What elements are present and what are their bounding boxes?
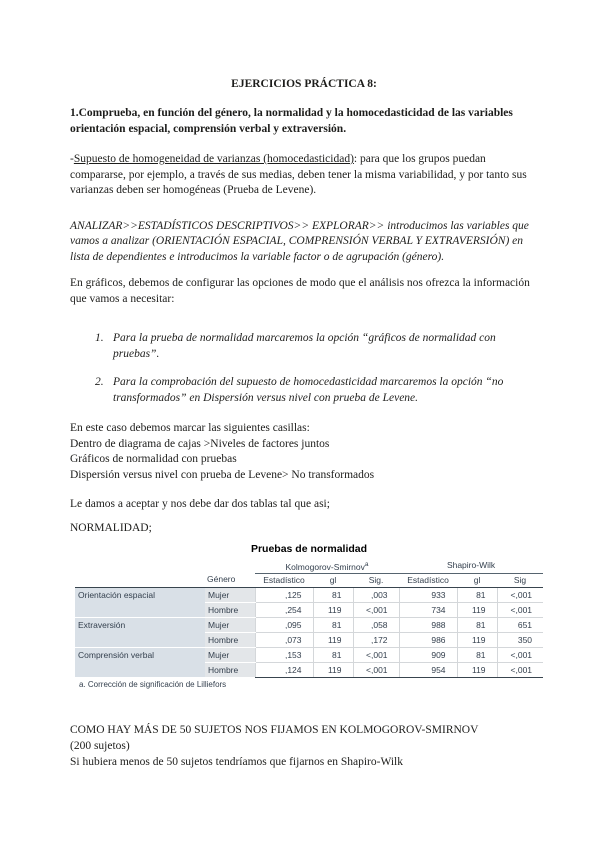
col-header-sig-sw: Sig	[497, 573, 544, 588]
variable-label: Extraversión	[75, 617, 205, 648]
ks-sig-cell: <,001	[352, 602, 400, 618]
variable-label: Comprensión verbal	[75, 647, 205, 678]
genero-cell: Mujer	[205, 587, 255, 603]
sw-sig-cell: 350	[496, 632, 544, 648]
ks-sig-cell: <,001	[352, 647, 400, 663]
ks-sig-cell: ,003	[352, 587, 400, 603]
sw-gl-cell: 81	[456, 647, 498, 663]
checkbox-step-line: Dispersión versus nivel con prueba de Le…	[70, 468, 375, 481]
analizar-instructions: ANALIZAR>>ESTADÍSTICOS DESCRIPTIVOS>> EX…	[70, 219, 529, 263]
variable-label: Orientación espacial	[75, 587, 205, 618]
ks-gl-cell: 81	[312, 617, 353, 633]
page-title: EJERCICIOS PRÁCTICA 8:	[231, 78, 377, 90]
ks-gl-cell: 119	[312, 602, 353, 618]
sw-gl-cell: 81	[456, 617, 498, 633]
genero-cell: Mujer	[205, 647, 255, 663]
table-row: Hombre ,073 119 ,172 986 119 350	[75, 632, 544, 648]
sw-gl-cell: 119	[456, 602, 498, 618]
table-row: Hombre ,124 119 <,001 954 119 <,001	[75, 662, 544, 678]
ks-stat-cell: ,125	[254, 587, 313, 603]
col-header-estadistico-sw: Estadístico	[399, 573, 458, 588]
ks-gl-cell: 119	[312, 662, 353, 678]
col-header-gl-sw: gl	[457, 573, 498, 588]
checkbox-step-line: Gráficos de normalidad con pruebas	[70, 453, 237, 465]
ks-sig-cell: ,172	[352, 632, 400, 648]
table-title: Pruebas de normalidad	[250, 543, 368, 555]
genero-cell: Hombre	[205, 662, 255, 678]
ks-sig-cell: <,001	[352, 662, 400, 678]
genero-cell: Hombre	[205, 602, 255, 618]
sw-sig-cell: <,001	[496, 647, 544, 663]
list-item-number: 2.	[95, 376, 104, 388]
col-header-estadistico-ks: Estadístico	[255, 573, 313, 588]
ks-stat-cell: ,124	[254, 662, 313, 678]
ks-stat-cell: ,073	[254, 632, 313, 648]
col-header-sig-ks: Sig.	[353, 573, 400, 588]
spss-normality-table: Pruebas de normalidad Kolmogorov-Smirnov…	[75, 543, 544, 689]
list-item-text: Para la comprobación del supuesto de hom…	[113, 376, 504, 404]
sw-sig-cell: <,001	[496, 662, 544, 678]
conclusion-line: Si hubiera menos de 50 sujetos tendríamo…	[70, 755, 403, 768]
genero-cell: Hombre	[205, 632, 255, 648]
homoced-dash: -	[70, 153, 74, 165]
col-header-genero: Género	[205, 573, 255, 588]
homoced-underlined-term: Supuesto de homogeneidad de varianzas (h…	[73, 153, 354, 165]
sw-gl-cell: 81	[456, 587, 498, 603]
list-item: 2. Para la comprobación del supuesto de …	[70, 375, 538, 406]
table-row: Orientación espacial Mujer ,125 81 ,003 …	[75, 587, 544, 618]
homoscedasticity-paragraph: -Supuesto de homogeneidad de varianzas (…	[70, 152, 538, 199]
list-item-number: 1.	[95, 332, 104, 344]
ks-gl-cell: 119	[312, 632, 353, 648]
list-item-text: Para la prueba de normalidad marcaremos …	[113, 332, 496, 360]
shapiro-wilk-header: Shapiro-Wilk	[399, 559, 544, 574]
ks-stat-cell: ,153	[254, 647, 313, 663]
table-footnote: a. Corrección de significación de Lillie…	[79, 679, 227, 689]
sw-sig-cell: 651	[496, 617, 544, 633]
ks-gl-cell: 81	[312, 647, 353, 663]
sw-gl-cell: 119	[456, 662, 498, 678]
ks-sig-cell: ,058	[352, 617, 400, 633]
kolmogorov-smirnov-header: Kolmogorov-Smirnova	[255, 559, 400, 574]
list-item: 1. Para la prueba de normalidad marcarem…	[70, 331, 538, 362]
conclusion-line: (200 sujetos)	[70, 739, 130, 752]
ks-gl-cell: 81	[312, 587, 353, 603]
homoced-definition: : para que los grupos puedan compararse,…	[70, 153, 527, 196]
numbered-list: 1. Para la prueba de normalidad marcarem…	[70, 331, 538, 406]
normality-table: Kolmogorov-Smirnova Shapiro-Wilk Género …	[75, 559, 544, 678]
col-header-gl-ks: gl	[313, 573, 353, 588]
sw-gl-cell: 119	[456, 632, 498, 648]
checkbox-step-line: En este caso debemos marcar las siguient…	[70, 422, 310, 434]
table-row: Comprensión verbal Mujer ,153 81 <,001 9…	[75, 647, 544, 678]
sw-sig-cell: <,001	[496, 602, 544, 618]
graficos-paragraph: En gráficos, debemos de configurar las o…	[70, 277, 530, 305]
sw-stat-cell: 734	[398, 602, 458, 618]
table-group-header-row: Kolmogorov-Smirnova Shapiro-Wilk	[75, 559, 544, 574]
sw-stat-cell: 954	[398, 662, 458, 678]
genero-cell: Mujer	[205, 617, 255, 633]
checkbox-step-line: Dentro de diagrama de cajas >Niveles de …	[70, 437, 330, 450]
aceptar-paragraph: Le damos a aceptar y nos debe dar dos ta…	[70, 498, 330, 510]
sw-sig-cell: <,001	[496, 587, 544, 603]
table-row: Extraversión Mujer ,095 81 ,058 988 81 6…	[75, 617, 544, 648]
normalidad-label: NORMALIDAD;	[70, 521, 152, 534]
ks-stat-cell: ,254	[254, 602, 313, 618]
sw-stat-cell: 909	[398, 647, 458, 663]
sw-stat-cell: 988	[398, 617, 458, 633]
footnote-marker: a	[364, 561, 369, 568]
conclusion-line: COMO HAY MÁS DE 50 SUJETOS NOS FIJAMOS E…	[70, 723, 479, 736]
exercise-statement: 1.Comprueba, en función del género, la n…	[70, 107, 513, 135]
table-row: Hombre ,254 119 <,001 734 119 <,001	[75, 602, 544, 618]
checkbox-steps-block: En este caso debemos marcar las siguient…	[70, 421, 538, 483]
ks-stat-cell: ,095	[254, 617, 313, 633]
sw-stat-cell: 933	[398, 587, 458, 603]
table-column-header-row: Género Estadístico gl Sig. Estadístico g…	[75, 573, 544, 588]
sw-stat-cell: 986	[398, 632, 458, 648]
conclusion-block: COMO HAY MÁS DE 50 SUJETOS NOS FIJAMOS E…	[70, 722, 538, 770]
